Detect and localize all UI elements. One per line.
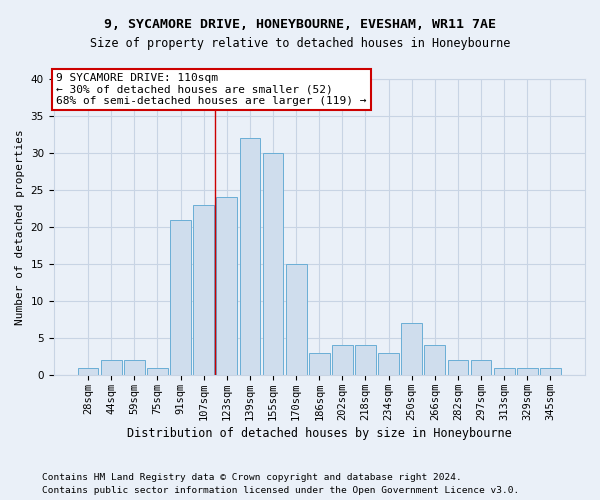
Y-axis label: Number of detached properties: Number of detached properties — [15, 129, 25, 325]
Bar — [424, 346, 445, 375]
Bar — [448, 360, 469, 375]
Bar — [239, 138, 260, 375]
Bar — [378, 352, 399, 375]
X-axis label: Distribution of detached houses by size in Honeybourne: Distribution of detached houses by size … — [127, 427, 512, 440]
Bar — [470, 360, 491, 375]
Bar — [494, 368, 515, 375]
Bar — [193, 205, 214, 375]
Bar — [355, 346, 376, 375]
Text: Contains public sector information licensed under the Open Government Licence v3: Contains public sector information licen… — [42, 486, 519, 495]
Bar — [124, 360, 145, 375]
Text: 9, SYCAMORE DRIVE, HONEYBOURNE, EVESHAM, WR11 7AE: 9, SYCAMORE DRIVE, HONEYBOURNE, EVESHAM,… — [104, 18, 496, 30]
Bar — [147, 368, 168, 375]
Bar — [170, 220, 191, 375]
Bar — [77, 368, 98, 375]
Text: 9 SYCAMORE DRIVE: 110sqm
← 30% of detached houses are smaller (52)
68% of semi-d: 9 SYCAMORE DRIVE: 110sqm ← 30% of detach… — [56, 73, 367, 106]
Text: Contains HM Land Registry data © Crown copyright and database right 2024.: Contains HM Land Registry data © Crown c… — [42, 472, 462, 482]
Bar — [309, 352, 329, 375]
Bar — [286, 264, 307, 375]
Bar — [217, 198, 237, 375]
Bar — [540, 368, 561, 375]
Bar — [517, 368, 538, 375]
Text: Size of property relative to detached houses in Honeybourne: Size of property relative to detached ho… — [90, 38, 510, 51]
Bar — [332, 346, 353, 375]
Bar — [263, 153, 283, 375]
Bar — [401, 323, 422, 375]
Bar — [101, 360, 122, 375]
